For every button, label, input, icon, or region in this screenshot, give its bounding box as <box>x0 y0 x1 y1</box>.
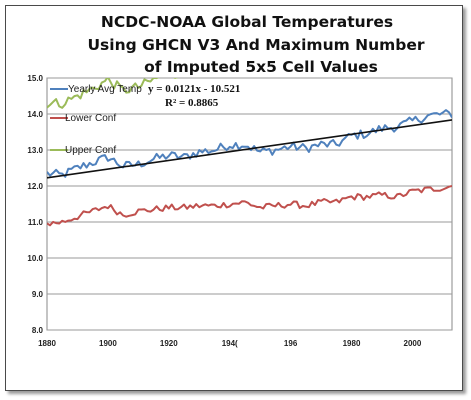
y-tick-label: 11.0 <box>28 218 44 227</box>
legend-label-upper-conf: Upper Conf <box>65 145 116 156</box>
legend-label-lower-conf: Lower Conf <box>65 113 116 124</box>
x-tick-label: 1900 <box>99 339 117 348</box>
y-tick-label: 9.0 <box>32 290 44 299</box>
y-tick-label: 10.0 <box>27 254 43 263</box>
trendline-equation: y = 0.0121x - 10.521 <box>148 83 240 95</box>
y-axis-tick-labels: 15.0 14.0 13.0 12.0 11.0 10.0 9.0 8.0 <box>27 74 43 335</box>
y-tick-label: 13.0 <box>27 146 43 155</box>
chart-title-group: NCDC-NOAA Global Temperatures Using GHCN… <box>87 13 424 76</box>
lower-conf-line <box>47 185 452 227</box>
x-tick-label: 196 <box>284 339 298 348</box>
legend-label-yearly-avg: Yearly Avg Temp <box>68 84 142 95</box>
grid-lines <box>47 77 452 331</box>
chart-title-line-1: NCDC-NOAA Global Temperatures <box>101 13 393 31</box>
chart-title-line-2: Using GHCN V3 And Maximum Number <box>87 36 424 54</box>
upper-conf-line <box>47 78 179 109</box>
y-tick-label: 15.0 <box>27 74 43 83</box>
x-axis-tick-labels: 1880 1900 1920 194( 196 1980 2000 <box>38 339 422 348</box>
chart-title-line-3: of Imputed 5x5 Cell Values <box>144 58 378 76</box>
x-tick-label: 1980 <box>343 339 361 348</box>
x-tick-label: 194( <box>222 339 238 348</box>
y-tick-label: 12.0 <box>27 182 43 191</box>
x-tick-label: 1920 <box>160 339 178 348</box>
x-tick-label: 2000 <box>404 339 422 348</box>
linear-trendline <box>47 119 452 179</box>
legend: Yearly Avg Temp Lower Conf Upper Conf <box>50 84 142 156</box>
y-tick-label: 8.0 <box>32 326 44 335</box>
x-tick-label: 1880 <box>38 339 56 348</box>
trendline-group <box>47 119 452 179</box>
trendline-r-squared: R² = 0.8865 <box>165 97 219 109</box>
y-tick-label: 14.0 <box>27 110 43 119</box>
